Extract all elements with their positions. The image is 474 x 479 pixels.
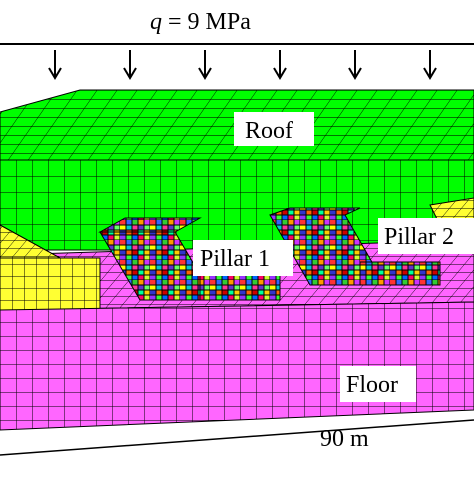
pillar-2-front (359, 261, 441, 286)
floor-label-group: Floor (340, 366, 416, 402)
down-arrow-icon (198, 50, 212, 80)
roof-label-bg (234, 112, 314, 146)
down-arrow-icon (273, 50, 287, 80)
coal-block-left-side (0, 224, 61, 259)
down-arrow-icon (348, 50, 362, 80)
pillar-2-label-group: Pillar 2 (378, 218, 474, 254)
pillar-2-label-bg (378, 218, 474, 254)
roof-label-group: Roof (234, 112, 314, 146)
pillar-1-front (199, 274, 281, 301)
floor-label: Floor (346, 372, 398, 398)
dimension-line (0, 419, 474, 456)
down-arrow-icon (423, 50, 437, 80)
load-symbol: q (150, 9, 162, 35)
pillar-2-label: Pillar 2 (384, 224, 454, 250)
load-arrows (48, 50, 437, 80)
load-label: q = 9 MPa (150, 9, 251, 35)
coal-block-left-front (0, 257, 101, 311)
roof-label: Roof (245, 118, 293, 144)
down-arrow-icon (48, 50, 62, 80)
load-value: = 9 MPa (168, 9, 251, 35)
pillar-1-label-group: Pillar 1 (193, 240, 293, 276)
pillar-1-label: Pillar 1 (200, 246, 270, 272)
down-arrow-icon (123, 50, 137, 80)
pillar-1-label-bg (193, 240, 293, 276)
floor-label-bg (340, 366, 416, 402)
dimension-label: 90 m (320, 426, 369, 452)
